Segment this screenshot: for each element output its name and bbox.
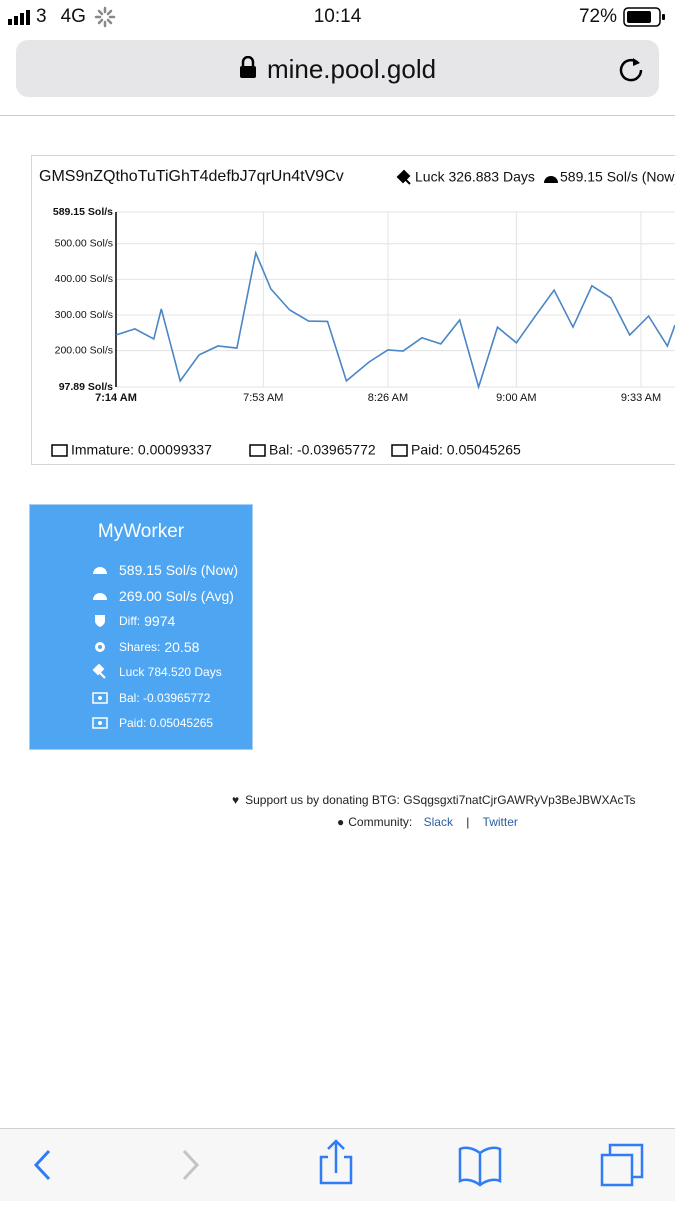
panel-paid: Paid: 0.05045265	[411, 442, 521, 458]
worker-row: Diff: 9974	[92, 611, 175, 631]
worker-name: MyWorker	[30, 521, 252, 543]
worker-card: MyWorker 589.15 Sol/s (Now) 269.00 Sol/s …	[29, 504, 253, 750]
y-tick-label: 200.00 Sol/s	[55, 344, 113, 356]
row-label: Diff:	[119, 614, 140, 628]
panel-border	[32, 156, 675, 465]
row-label: Paid: 0.05045265	[119, 716, 213, 730]
x-tick-label: 9:33 AM	[621, 392, 661, 404]
toolbar	[0, 1128, 675, 1201]
worker-row: Shares: 20.58	[92, 637, 199, 657]
slack-link[interactable]: Slack	[424, 815, 453, 829]
y-tick-label: 589.15 Sol/s	[53, 206, 113, 218]
row-label: 589.15 Sol/s (Now)	[119, 562, 238, 578]
back-button[interactable]	[36, 1151, 49, 1179]
community-line: ● Community: Slack | Twitter	[337, 815, 518, 829]
panel-immature: Immature: 0.00099337	[71, 442, 212, 458]
panel-rate: 589.15 Sol/s (Now)	[560, 169, 675, 185]
chart-panel: GMS9nZQthoTuTiGhT4defbJ7qrUn4tV9Cv Luck …	[0, 0, 675, 470]
twitter-link[interactable]: Twitter	[483, 815, 518, 829]
row-icon	[92, 715, 108, 731]
comment-icon: ●	[337, 815, 344, 829]
money-icon	[392, 445, 407, 456]
worker-row: 589.15 Sol/s (Now)	[92, 560, 238, 580]
toolbar-icons	[0, 1129, 675, 1201]
support-line: ♥ Support us by donating BTG: GSqgsgxti7n…	[232, 793, 636, 807]
row-icon	[92, 639, 108, 655]
row-label: Shares:	[119, 640, 160, 654]
data-line	[116, 253, 675, 387]
hammer-icon	[398, 171, 410, 184]
forward-button[interactable]	[184, 1151, 197, 1179]
row-value: 9974	[144, 613, 175, 629]
tabs-button[interactable]	[602, 1145, 642, 1185]
row-icon	[92, 588, 108, 604]
support-text: Support us by donating BTG: GSqgsgxti7na…	[245, 793, 635, 807]
worker-row: 269.00 Sol/s (Avg)	[92, 586, 234, 606]
worker-row: Paid: 0.05045265	[92, 713, 213, 733]
heart-icon: ♥	[232, 793, 239, 807]
x-tick-label: 7:14 AM	[95, 392, 137, 404]
wallet-address: GMS9nZQthoTuTiGhT4defbJ7qrUn4tV9Cv	[39, 168, 344, 185]
link-separator: |	[466, 815, 469, 829]
x-tick-label: 7:53 AM	[243, 392, 283, 404]
row-icon	[92, 664, 108, 680]
worker-row: Bal: -0.03965772	[92, 688, 210, 708]
panel-balance: Bal: -0.03965772	[269, 442, 376, 458]
gauge-icon	[544, 176, 558, 183]
x-tick-label: 9:00 AM	[496, 392, 536, 404]
worker-row: Luck 784.520 Days	[92, 662, 222, 682]
money-icon	[250, 445, 265, 456]
row-label: Bal: -0.03965772	[119, 691, 210, 705]
money-icon	[52, 445, 67, 456]
share-button[interactable]	[321, 1141, 351, 1183]
x-tick-label: 8:26 AM	[368, 392, 408, 404]
y-tick-label: 400.00 Sol/s	[55, 273, 113, 285]
y-tick-label: 500.00 Sol/s	[55, 238, 113, 250]
y-tick-label: 300.00 Sol/s	[55, 309, 113, 321]
row-icon	[92, 690, 108, 706]
bookmarks-button[interactable]	[460, 1148, 500, 1185]
row-label: Luck 784.520 Days	[119, 665, 222, 679]
community-label: Community:	[348, 815, 412, 829]
row-label: 269.00 Sol/s (Avg)	[119, 588, 234, 604]
row-icon	[92, 613, 108, 629]
row-value: 20.58	[164, 639, 199, 655]
panel-luck: Luck 326.883 Days	[415, 169, 535, 185]
row-icon	[92, 562, 108, 578]
